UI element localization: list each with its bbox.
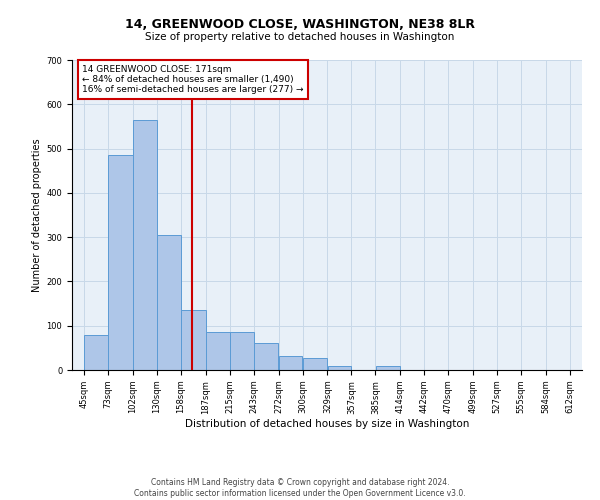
- Bar: [157, 235, 181, 370]
- Bar: [181, 310, 206, 370]
- X-axis label: Distribution of detached houses by size in Washington: Distribution of detached houses by size …: [185, 419, 469, 429]
- Y-axis label: Number of detached properties: Number of detached properties: [32, 138, 42, 292]
- Text: 14, GREENWOOD CLOSE, WASHINGTON, NE38 8LR: 14, GREENWOOD CLOSE, WASHINGTON, NE38 8L…: [125, 18, 475, 30]
- Text: Size of property relative to detached houses in Washington: Size of property relative to detached ho…: [145, 32, 455, 42]
- Bar: [206, 332, 230, 370]
- Bar: [108, 155, 133, 370]
- Bar: [254, 342, 278, 370]
- Bar: [133, 120, 157, 370]
- Bar: [278, 356, 302, 370]
- Bar: [230, 332, 254, 370]
- Text: Contains HM Land Registry data © Crown copyright and database right 2024.
Contai: Contains HM Land Registry data © Crown c…: [134, 478, 466, 498]
- Text: 14 GREENWOOD CLOSE: 171sqm
← 84% of detached houses are smaller (1,490)
16% of s: 14 GREENWOOD CLOSE: 171sqm ← 84% of deta…: [82, 64, 304, 94]
- Bar: [328, 366, 352, 370]
- Bar: [376, 366, 400, 370]
- Bar: [303, 358, 328, 370]
- Bar: [84, 334, 108, 370]
